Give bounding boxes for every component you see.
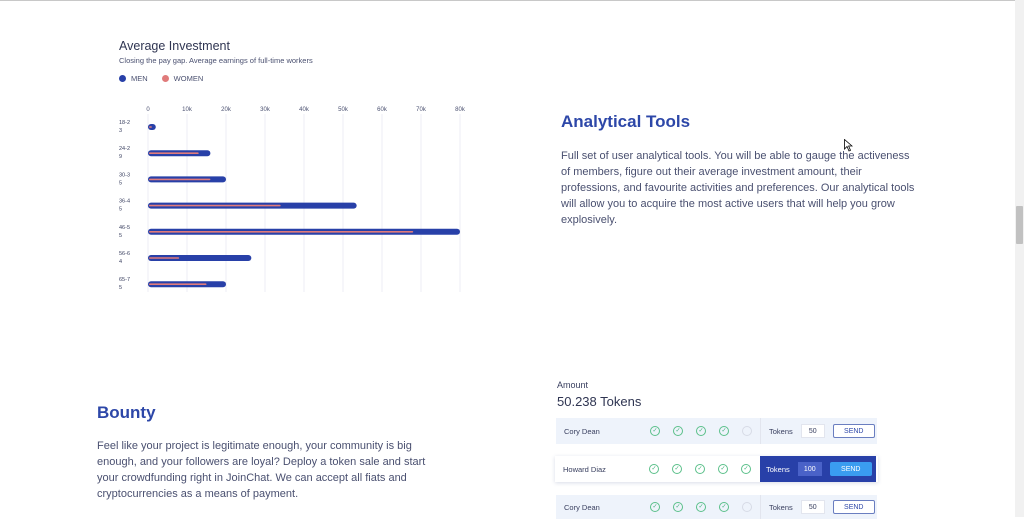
- amount-value: 50.238 Tokens: [557, 394, 642, 409]
- check-icon[interactable]: ✓: [650, 426, 660, 436]
- bounty-title: Bounty: [97, 403, 156, 422]
- send-button[interactable]: SEND: [832, 500, 875, 514]
- check-icon[interactable]: ✓: [696, 502, 706, 512]
- check-icon[interactable]: ✓: [672, 464, 682, 474]
- y-tick-label: 3: [119, 128, 122, 134]
- y-tick-label: 5: [119, 180, 122, 186]
- legend-item-women: WOMEN: [161, 74, 204, 83]
- top-border: [0, 0, 1015, 1]
- legend-dot-women: [161, 75, 169, 82]
- token-qty-field[interactable]: 100: [797, 462, 822, 476]
- bounty-body: Feel like your project is legitimate eno…: [97, 440, 426, 500]
- bar-men: [148, 255, 252, 261]
- y-tick-label: 24-2: [119, 146, 130, 152]
- row-name: Howard Diaz: [563, 464, 606, 474]
- x-tick-label: 0: [146, 107, 150, 113]
- check-icon[interactable]: ✓: [650, 502, 660, 512]
- check-icon[interactable]: ✓: [696, 426, 706, 436]
- token-row: Cory Dean ✓ ✓ ✓ ✓ ✓ Tokens 50 SEND: [556, 418, 877, 444]
- y-tick-label: 5: [119, 285, 122, 291]
- row-token-area-active: Tokens 100 SEND: [760, 456, 876, 482]
- tokens-label: Tokens: [769, 426, 793, 436]
- bar-women: [149, 178, 211, 181]
- row-checks: ✓ ✓ ✓ ✓ ✓: [642, 426, 760, 436]
- legend-label-women: WOMEN: [173, 74, 204, 83]
- check-icon[interactable]: ✓: [742, 426, 752, 436]
- y-tick-label: 9: [119, 154, 122, 160]
- row-checks: ✓ ✓ ✓ ✓ ✓: [641, 464, 759, 474]
- y-tick-label: 18-2: [119, 120, 130, 126]
- token-qty-field[interactable]: 50: [800, 424, 825, 438]
- x-tick-label: 70k: [416, 107, 427, 113]
- row-name: Cory Dean: [564, 502, 600, 512]
- x-tick-label: 60k: [377, 107, 388, 113]
- legend-dot-men: [119, 75, 126, 82]
- chart-title: Average Investment: [119, 39, 230, 53]
- scrollbar-thumb[interactable]: [1016, 206, 1023, 244]
- tokens-label: Tokens: [766, 464, 790, 474]
- tokens-label: Tokens: [769, 502, 793, 512]
- y-tick-label: 5: [119, 233, 122, 239]
- row-token-area: Tokens 50 SEND: [760, 418, 875, 444]
- x-tick-label: 30k: [260, 107, 271, 113]
- send-button[interactable]: SEND: [832, 424, 875, 438]
- y-tick-label: 36-4: [119, 199, 130, 205]
- y-tick-label: 56-6: [119, 251, 130, 257]
- row-token-area: Tokens 50 SEND: [760, 495, 875, 519]
- bar-women: [149, 231, 414, 233]
- chart-legend: MEN WOMEN: [119, 74, 203, 83]
- chart-subtitle: Closing the pay gap. Average earnings of…: [119, 56, 313, 65]
- y-tick-label: 65-7: [119, 277, 130, 283]
- check-icon[interactable]: ✓: [718, 464, 728, 474]
- check-icon[interactable]: ✓: [719, 502, 729, 512]
- token-qty-field[interactable]: 50: [800, 500, 825, 514]
- bar-women: [149, 283, 207, 285]
- check-icon[interactable]: ✓: [673, 426, 683, 436]
- x-tick-label: 50k: [338, 107, 349, 113]
- check-icon[interactable]: ✓: [695, 464, 705, 474]
- amount-label: Amount: [557, 380, 589, 390]
- check-icon[interactable]: ✓: [649, 464, 659, 474]
- mouse-cursor-icon: [844, 139, 853, 152]
- token-row: Cory Dean ✓ ✓ ✓ ✓ ✓ Tokens 50 SEND: [556, 495, 877, 519]
- legend-item-men: MEN: [119, 74, 148, 83]
- analytical-tools-title: Analytical Tools: [561, 112, 691, 131]
- check-icon[interactable]: ✓: [742, 502, 752, 512]
- y-tick-label: 30-3: [119, 172, 130, 178]
- check-icon[interactable]: ✓: [673, 502, 683, 512]
- y-tick-label: 5: [119, 207, 122, 213]
- y-tick-label: 4: [119, 259, 122, 265]
- y-tick-label: 46-5: [119, 225, 130, 231]
- bar-women: [149, 204, 281, 207]
- check-icon[interactable]: ✓: [719, 426, 729, 436]
- bar-women: [149, 152, 199, 154]
- check-icon[interactable]: ✓: [741, 464, 751, 474]
- row-name: Cory Dean: [564, 426, 600, 436]
- send-button[interactable]: SEND: [829, 462, 872, 476]
- x-tick-label: 40k: [299, 107, 310, 113]
- bar-women: [149, 257, 180, 259]
- investment-bar-chart: 0 10k 20k 30k 40k 50k 60k 70k 80k 18-2 3 24-2 9 30-3 5…: [119, 107, 466, 292]
- x-tick-label: 10k: [182, 107, 193, 113]
- x-tick-label: 80k: [455, 107, 466, 113]
- analytical-tools-body: Full set of user analytical tools. You w…: [561, 150, 915, 226]
- legend-label-men: MEN: [131, 74, 148, 83]
- token-row-active: Howard Diaz ✓ ✓ ✓ ✓ ✓ Tokens 100 SEND: [555, 456, 878, 482]
- bar-women: [149, 126, 152, 128]
- row-checks: ✓ ✓ ✓ ✓ ✓: [642, 502, 760, 512]
- x-tick-label: 20k: [221, 107, 232, 113]
- scrollbar[interactable]: [1015, 0, 1024, 517]
